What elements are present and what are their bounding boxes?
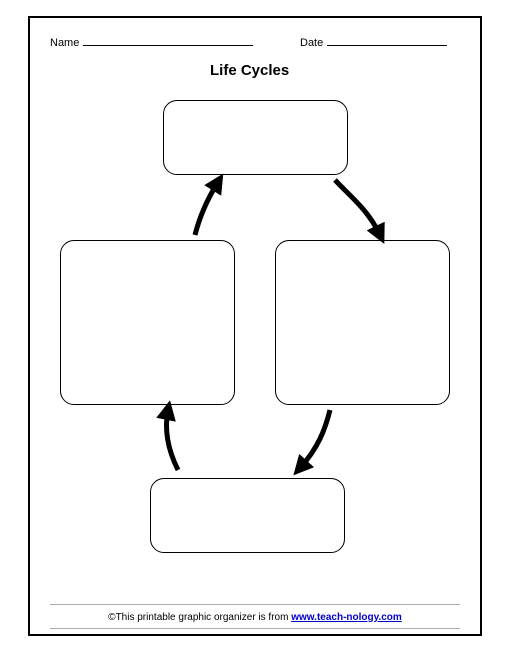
footer-link[interactable]: www.teach-nology.com <box>291 612 402 623</box>
footer-text: ©This printable graphic organizer is fro… <box>0 612 510 623</box>
footer-rule-top <box>50 604 460 605</box>
footer-prefix: ©This printable graphic organizer is fro… <box>108 612 291 623</box>
arrow-top-to-right <box>335 180 380 235</box>
arrow-left-to-top <box>195 182 218 235</box>
arrow-bottom-to-left <box>166 410 178 470</box>
arrow-right-to-bottom <box>300 410 330 468</box>
footer-rule-bottom <box>50 628 460 629</box>
cycle-arrows <box>0 0 510 660</box>
